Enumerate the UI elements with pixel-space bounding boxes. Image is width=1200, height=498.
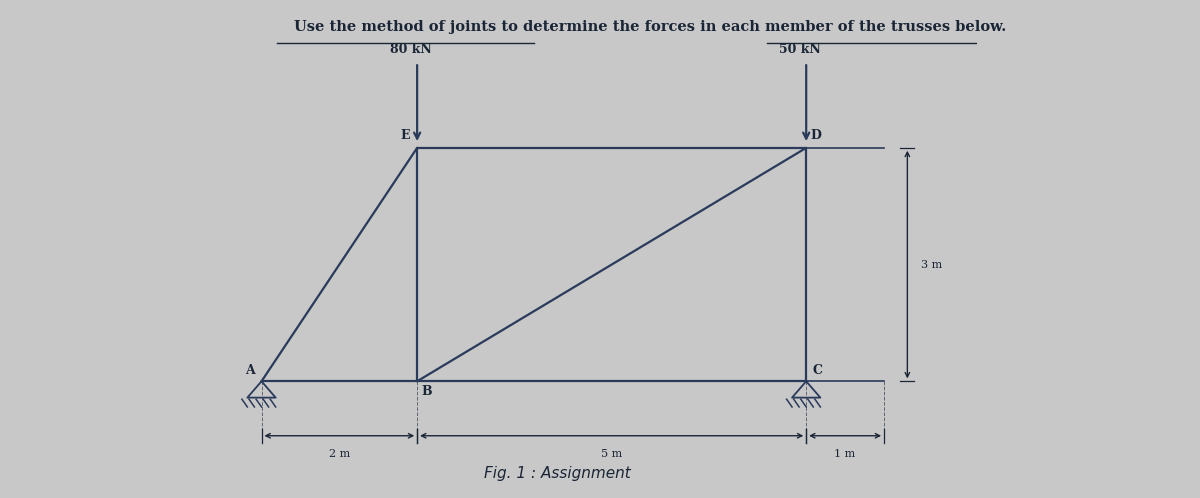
Text: C: C xyxy=(812,365,823,377)
Text: A: A xyxy=(245,365,254,377)
Text: 3 m: 3 m xyxy=(922,259,943,269)
Text: D: D xyxy=(810,128,821,141)
Text: 50 kN: 50 kN xyxy=(779,43,821,56)
Text: Use the method of joints to determine the forces in each member of the trusses b: Use the method of joints to determine th… xyxy=(294,20,1007,34)
Text: 1 m: 1 m xyxy=(834,449,856,459)
Text: B: B xyxy=(421,385,432,398)
Text: 80 kN: 80 kN xyxy=(390,43,432,56)
Text: 2 m: 2 m xyxy=(329,449,350,459)
Text: Fig. 1 : Assignment: Fig. 1 : Assignment xyxy=(484,466,630,481)
Text: E: E xyxy=(401,128,410,141)
Text: 5 m: 5 m xyxy=(601,449,623,459)
